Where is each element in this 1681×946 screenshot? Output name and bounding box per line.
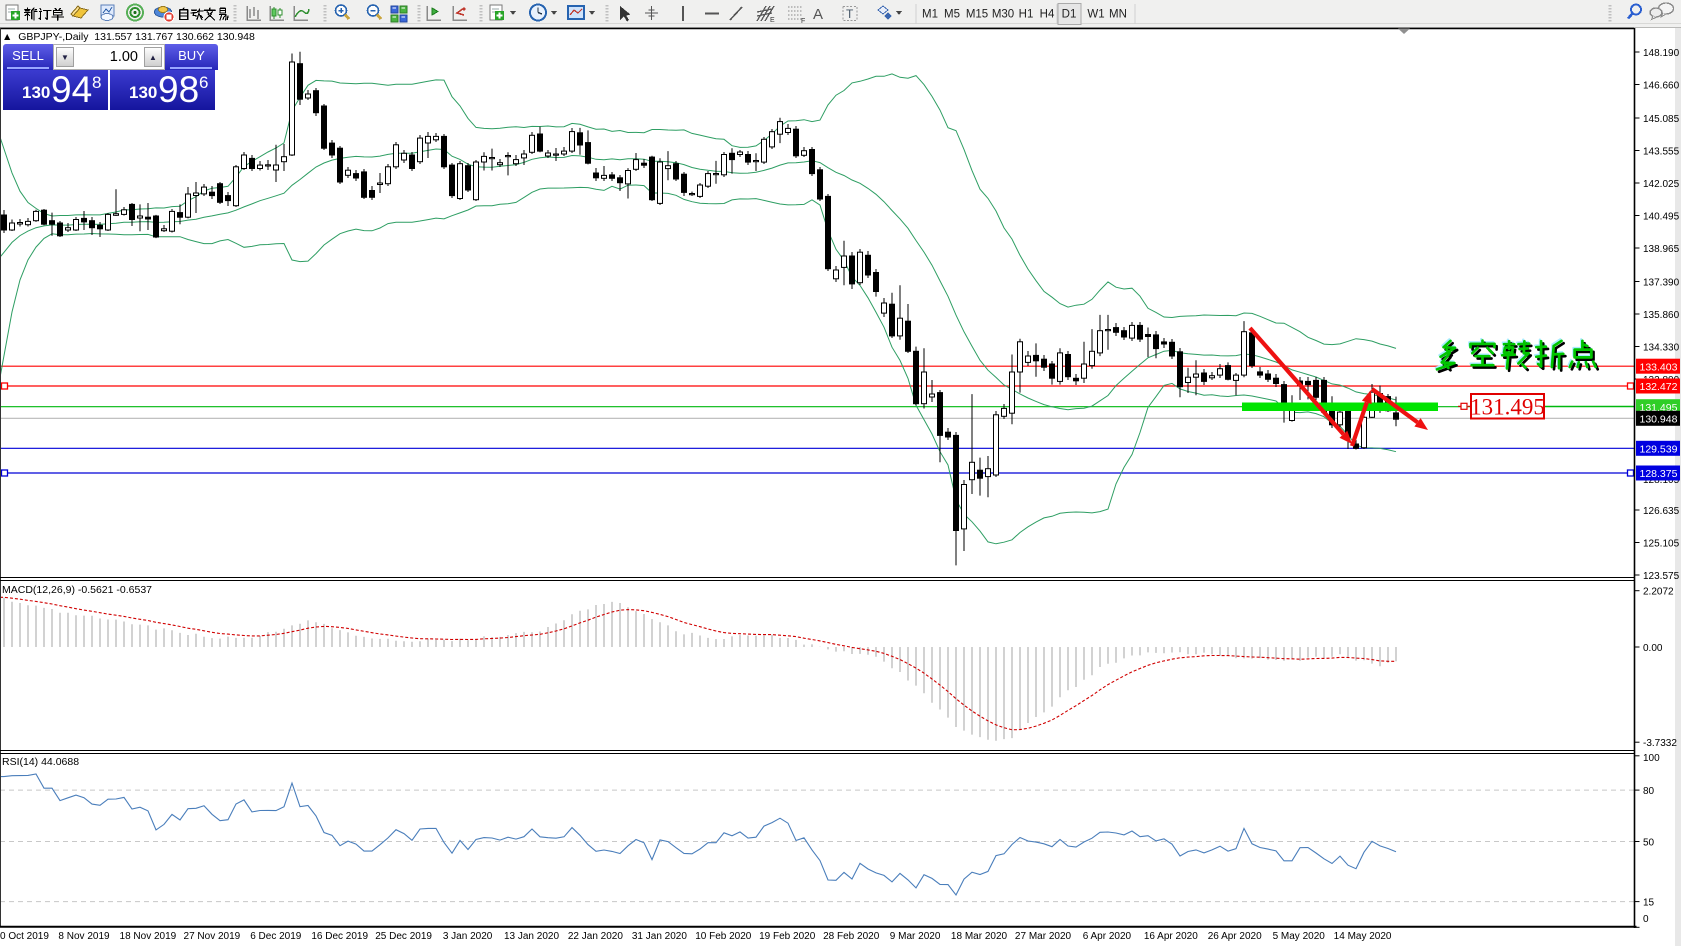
svg-text:M1: M1 (922, 9, 938, 21)
svg-text:145.085: 145.085 (1643, 114, 1680, 125)
svg-text:50: 50 (1643, 838, 1655, 849)
svg-text:132.472: 132.472 (1640, 381, 1678, 393)
svg-text:148.190: 148.190 (1643, 48, 1680, 59)
svg-text:129.539: 129.539 (1640, 444, 1678, 456)
svg-text:133.403: 133.403 (1640, 361, 1678, 373)
svg-text:F: F (801, 18, 805, 25)
svg-text:8 Nov 2019: 8 Nov 2019 (58, 931, 110, 942)
svg-text:22 Jan 2020: 22 Jan 2020 (568, 931, 623, 942)
svg-text:6 Apr 2020: 6 Apr 2020 (1083, 931, 1132, 942)
svg-text:H1: H1 (1019, 9, 1034, 21)
svg-text:135.860: 135.860 (1643, 310, 1680, 321)
svg-text:125.105: 125.105 (1643, 539, 1680, 550)
svg-text:T: T (846, 7, 854, 21)
svg-text:131.495: 131.495 (1470, 395, 1545, 420)
svg-text:E: E (770, 17, 775, 24)
svg-text:A: A (813, 6, 823, 23)
svg-text:H4: H4 (1040, 9, 1055, 21)
svg-text:143.555: 143.555 (1643, 147, 1680, 158)
svg-text:18 Nov 2019: 18 Nov 2019 (120, 931, 177, 942)
svg-text:RSI(14) 44.0688: RSI(14) 44.0688 (2, 756, 79, 768)
svg-text:13 Jan 2020: 13 Jan 2020 (504, 931, 559, 942)
svg-text:134.330: 134.330 (1643, 343, 1680, 354)
svg-text:126.635: 126.635 (1643, 506, 1680, 517)
svg-text:18 Mar 2020: 18 Mar 2020 (951, 931, 1008, 942)
svg-text:26 Apr 2020: 26 Apr 2020 (1208, 931, 1262, 942)
svg-text:16 Apr 2020: 16 Apr 2020 (1144, 931, 1198, 942)
svg-text:138.965: 138.965 (1643, 244, 1680, 255)
svg-text:130.948: 130.948 (1640, 414, 1678, 426)
svg-text:D1: D1 (1062, 9, 1077, 21)
svg-text:25 Dec 2019: 25 Dec 2019 (375, 931, 432, 942)
svg-text:5 May 2020: 5 May 2020 (1273, 931, 1326, 942)
svg-text:146.660: 146.660 (1643, 81, 1680, 92)
svg-text:2.2072: 2.2072 (1643, 587, 1674, 598)
svg-text:15: 15 (1643, 898, 1655, 909)
svg-text:128.375: 128.375 (1640, 468, 1678, 480)
svg-text:6 Dec 2019: 6 Dec 2019 (250, 931, 302, 942)
svg-text:100: 100 (1643, 753, 1660, 764)
svg-text:10 Feb 2020: 10 Feb 2020 (695, 931, 752, 942)
svg-text:3 Jan 2020: 3 Jan 2020 (443, 931, 493, 942)
svg-text:31 Jan 2020: 31 Jan 2020 (632, 931, 687, 942)
svg-text:80: 80 (1643, 786, 1655, 797)
svg-text:M15: M15 (966, 9, 988, 21)
svg-text:0: 0 (1643, 914, 1649, 925)
svg-text:MACD(12,26,9) -0.5621 -0.6537: MACD(12,26,9) -0.5621 -0.6537 (2, 584, 152, 596)
svg-text:142.025: 142.025 (1643, 179, 1680, 190)
svg-text:140.495: 140.495 (1643, 212, 1680, 223)
svg-text:0 Oct 2019: 0 Oct 2019 (0, 931, 49, 942)
svg-text:123.575: 123.575 (1643, 571, 1680, 582)
svg-text:M5: M5 (944, 9, 960, 21)
svg-text:137.390: 137.390 (1643, 278, 1680, 289)
svg-text:14 May 2020: 14 May 2020 (1334, 931, 1392, 942)
svg-text:27 Nov 2019: 27 Nov 2019 (184, 931, 241, 942)
svg-text:M30: M30 (992, 9, 1014, 21)
svg-text:27 Mar 2020: 27 Mar 2020 (1015, 931, 1072, 942)
svg-text:W1: W1 (1087, 9, 1104, 21)
svg-text:16 Dec 2019: 16 Dec 2019 (311, 931, 368, 942)
svg-text:19 Feb 2020: 19 Feb 2020 (759, 931, 816, 942)
svg-text:28 Feb 2020: 28 Feb 2020 (823, 931, 880, 942)
svg-text:MN: MN (1109, 9, 1127, 21)
svg-text:-3.7332: -3.7332 (1643, 738, 1677, 749)
svg-text:0.00: 0.00 (1643, 643, 1663, 654)
svg-text:9 Mar 2020: 9 Mar 2020 (890, 931, 941, 942)
